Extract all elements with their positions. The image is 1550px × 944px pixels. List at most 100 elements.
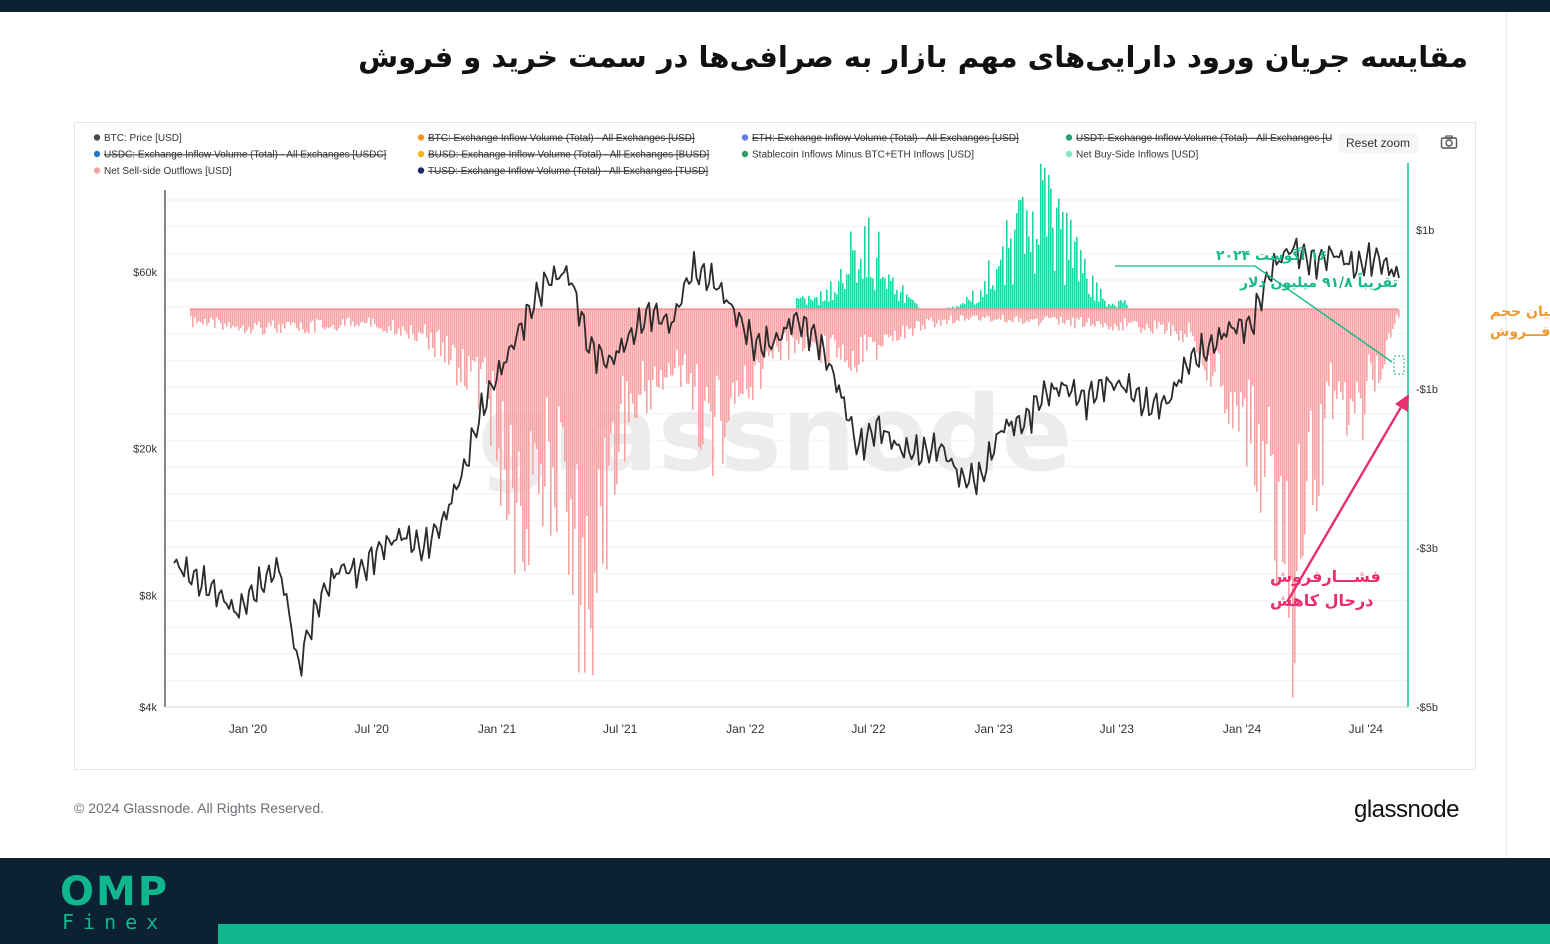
legend-item[interactable]: Net Buy-Side Inflows [USD]	[1076, 150, 1198, 161]
legend-item[interactable]: BTC: Price [USD]	[104, 133, 182, 144]
sell-bar	[810, 309, 812, 347]
buy-bar	[1068, 259, 1070, 310]
sell-bar	[528, 309, 530, 566]
sell-bar	[1092, 309, 1094, 325]
sell-bar	[400, 309, 402, 336]
sell-bar	[690, 309, 692, 373]
omp-logo: OMP	[60, 869, 170, 915]
legend-item[interactable]: Net Sell-side Outflows [USD]	[104, 166, 232, 177]
legend-item[interactable]: BUSD: Exchange Inflow Volume (Total) - A…	[428, 150, 709, 161]
sell-bar	[712, 309, 714, 477]
sell-bar	[652, 309, 654, 380]
sell-bar	[330, 309, 332, 328]
buy-bar	[834, 292, 836, 310]
sell-bar	[1156, 309, 1158, 329]
sell-bar	[348, 309, 350, 318]
sell-bar	[1344, 309, 1346, 383]
sell-bar	[1054, 309, 1056, 318]
sell-bar	[708, 309, 710, 404]
sell-bar	[1144, 309, 1146, 331]
annotation-arrow-line	[1285, 401, 1406, 603]
legend-item[interactable]: TUSD: Exchange Inflow Volume (Total) - A…	[428, 166, 708, 177]
sell-bar	[346, 309, 348, 320]
sell-bar	[220, 309, 222, 324]
legend-swatch	[741, 134, 749, 141]
sell-bar	[1028, 309, 1030, 322]
buy-bars	[796, 163, 1128, 310]
sell-bar	[496, 309, 498, 461]
sell-bar	[524, 309, 526, 572]
sell-bar	[678, 309, 680, 366]
sell-bar	[278, 309, 280, 325]
sell-bar	[1002, 309, 1004, 316]
sell-bar	[1180, 309, 1182, 331]
sell-bar	[890, 309, 892, 336]
buy-bar	[872, 278, 874, 310]
legend-swatch	[417, 150, 425, 158]
sell-bar	[982, 309, 984, 318]
sell-bar	[682, 309, 684, 365]
annotation-value: تقریباً ۹۱/۸ میلیون دلار	[1239, 272, 1398, 291]
sell-bar	[328, 309, 330, 328]
sell-bar	[794, 309, 796, 354]
sell-bar	[612, 309, 614, 421]
buy-bar	[884, 278, 886, 310]
legend-item[interactable]: USDT: Exchange Inflow Volume (Total) - A…	[1076, 133, 1332, 144]
sell-bar	[1102, 309, 1104, 328]
sell-bar	[894, 309, 896, 332]
sell-bar	[398, 309, 400, 329]
sell-bar	[1266, 309, 1268, 445]
sell-bar	[1094, 309, 1096, 327]
sell-bar	[1288, 309, 1290, 618]
sell-bar	[686, 309, 688, 384]
sell-bar	[1362, 309, 1364, 441]
sell-bar	[694, 309, 696, 387]
camera-icon[interactable]	[1440, 134, 1458, 150]
buy-bar	[1008, 247, 1010, 310]
sell-bar	[544, 309, 546, 487]
sell-bar	[696, 309, 698, 364]
sell-bar	[208, 309, 210, 323]
sell-bar	[994, 309, 996, 320]
sell-bar	[1106, 309, 1108, 326]
buy-bar	[1046, 236, 1048, 310]
sell-bar	[506, 309, 508, 521]
sell-bar	[836, 309, 838, 358]
sell-bar	[1142, 309, 1144, 329]
finex-logo-text: Finex	[62, 910, 168, 934]
sell-bar	[1130, 309, 1132, 323]
sell-bar	[824, 309, 826, 336]
sell-bar	[616, 309, 618, 485]
sell-bar	[936, 309, 938, 324]
sell-bar	[256, 309, 258, 326]
sell-bar	[1278, 309, 1280, 483]
sell-bar	[780, 309, 782, 361]
sell-bar	[736, 309, 738, 381]
sell-bar	[1052, 309, 1054, 317]
buy-bar	[818, 304, 820, 310]
buy-bar	[1092, 275, 1094, 310]
sell-bar	[1208, 309, 1210, 356]
sell-bar	[1232, 309, 1234, 429]
sell-bar	[200, 309, 202, 323]
y-right-tick-label: $1b	[1416, 225, 1434, 237]
buy-bar	[966, 297, 968, 310]
sell-bar	[314, 309, 316, 333]
reset-zoom-button[interactable]: Reset zoom	[1338, 133, 1418, 153]
buy-bar	[860, 258, 862, 310]
buy-bar	[1070, 219, 1072, 310]
sell-bar	[1380, 309, 1382, 380]
sell-bar	[970, 309, 972, 318]
legend-item[interactable]: Stablecoin Inflows Minus BTC+ETH Inflows…	[752, 150, 974, 161]
sell-bar	[386, 309, 388, 333]
x-tick-label: Jul '23	[1100, 722, 1135, 736]
sell-bar	[642, 309, 644, 361]
buy-bar	[830, 281, 832, 310]
legend-item[interactable]: BTC: Exchange Inflow Volume (Total) - Al…	[428, 133, 695, 144]
legend-item[interactable]: USDC: Exchange Inflow Volume (Total) - A…	[104, 150, 387, 161]
sell-bar	[522, 309, 524, 562]
sell-bar	[1062, 309, 1064, 324]
sell-bar	[486, 309, 488, 384]
legend-item[interactable]: ETH: Exchange Inflow Volume (Total) - Al…	[752, 133, 1019, 144]
sell-bar	[462, 309, 464, 350]
